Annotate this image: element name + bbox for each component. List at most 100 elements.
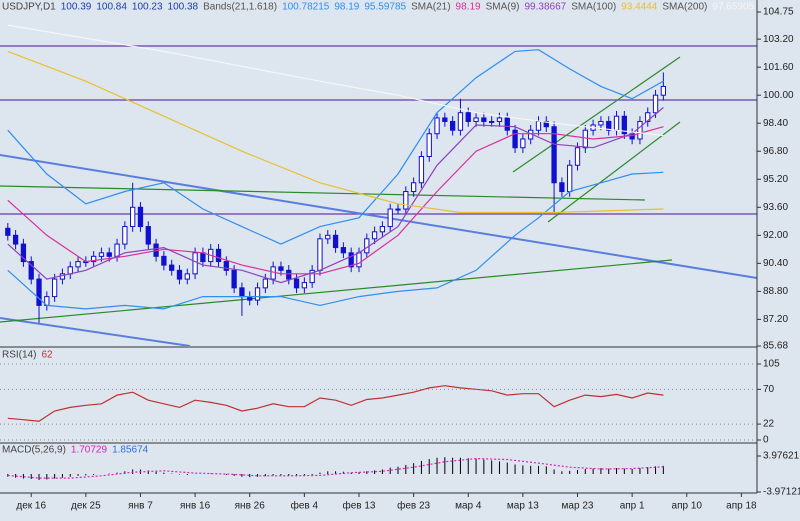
- panel-title: MACD(5,26,9): [2, 445, 66, 456]
- y-tick-label: 104.75: [763, 7, 794, 18]
- candle-body: [535, 120, 542, 131]
- candle-body: [176, 269, 183, 280]
- candle-body: [418, 155, 425, 184]
- indicator-line: [7, 171, 664, 310]
- x-tick-label: мар 4: [455, 501, 482, 512]
- y-tick-label: 98.40: [763, 118, 788, 129]
- candle-body: [114, 243, 120, 257]
- candle-body: [660, 85, 666, 96]
- candle-body: [348, 252, 354, 268]
- panel-title: RSI(14): [2, 350, 36, 361]
- candle-body: [442, 117, 448, 122]
- trend-line: [0, 259, 673, 323]
- candle-body: [559, 182, 565, 193]
- candle-body: [403, 191, 409, 210]
- candle-body: [489, 120, 495, 123]
- candle-body: [645, 112, 651, 122]
- y-tick-label: 96.80: [763, 146, 788, 157]
- price-readout: 100.84: [96, 2, 127, 13]
- panel-title: USDJPY,D1: [2, 2, 56, 13]
- trend-line: [0, 317, 191, 346]
- candle-body: [67, 266, 73, 275]
- candle-body: [457, 112, 464, 131]
- x-tick-label: апр 10: [672, 501, 703, 512]
- y-tick-label: 93.60: [763, 202, 788, 213]
- drawn-objects: [0, 45, 757, 346]
- candle-body: [340, 247, 347, 254]
- candle-body: [301, 282, 308, 289]
- candle-body: [278, 266, 284, 271]
- x-tick-label: мар 13: [507, 501, 539, 512]
- indicator-name: SMA(9): [486, 2, 520, 13]
- candle-body: [51, 278, 58, 298]
- indicator-name: SMA(100): [571, 2, 616, 13]
- candle-body: [309, 269, 315, 284]
- price-readout: 100.38: [168, 2, 199, 13]
- y-tick-label: 105: [763, 359, 780, 370]
- x-tick-label: янв 26: [235, 501, 266, 512]
- candle-body: [317, 238, 323, 271]
- candle-body: [161, 255, 167, 266]
- candle-body: [621, 115, 627, 135]
- candle-body: [520, 138, 526, 149]
- indicator-readout: 97.65905: [712, 2, 754, 13]
- y-tick-label: 0: [763, 435, 769, 446]
- candle-body: [434, 117, 440, 135]
- indicator-line: [7, 49, 664, 245]
- x-tick-label: фев 4: [291, 500, 319, 512]
- candle-body: [223, 261, 229, 271]
- x-tick-label: янв 16: [180, 501, 211, 512]
- candle-body: [200, 252, 206, 263]
- price-readout: 100.23: [132, 2, 163, 13]
- x-tick-label: фев 23: [397, 500, 430, 512]
- candle-body: [410, 182, 417, 193]
- indicator-readout: 1.70729: [71, 445, 108, 456]
- indicator-readout: 62: [41, 350, 53, 361]
- indicator-lines: [7, 24, 664, 310]
- y-tick-label: 3.97621: [763, 451, 800, 462]
- candle-body: [356, 252, 362, 268]
- rsi-line: [7, 385, 664, 422]
- y-tick-label: 103.20: [763, 34, 794, 45]
- indicator-name: Bands(21,1.618): [203, 2, 277, 13]
- candle-body: [606, 120, 612, 131]
- candle-body: [473, 117, 479, 122]
- channel-line: [547, 121, 681, 223]
- candle-body: [496, 117, 503, 122]
- price-readout: 100.39: [61, 2, 92, 13]
- signal-line: [7, 457, 664, 479]
- candle-body: [574, 147, 581, 166]
- candle-body: [169, 264, 175, 271]
- candle-body: [449, 120, 456, 131]
- candle-body: [364, 238, 370, 254]
- candle-body: [293, 278, 300, 289]
- panel: [7, 457, 664, 480]
- candle-body: [543, 120, 549, 128]
- candle-body: [106, 252, 112, 257]
- indicator-line: [7, 126, 664, 275]
- candle-body: [395, 208, 401, 211]
- candle-body: [504, 117, 510, 131]
- candle-body: [637, 120, 643, 140]
- candle-body: [239, 287, 245, 298]
- indicator-readout: 98.19: [334, 2, 359, 13]
- y-tick-label: 100.00: [763, 90, 794, 101]
- x-tick-label: апр 1: [620, 501, 645, 512]
- candle-body: [582, 129, 588, 149]
- candle-body: [75, 261, 81, 268]
- candle-body: [387, 208, 393, 228]
- x-tick-label: мар 23: [562, 501, 594, 512]
- candle-body: [5, 227, 11, 236]
- candle-body: [332, 234, 339, 249]
- x-tick-label: фев 13: [342, 500, 375, 512]
- y-tick-label: 88.80: [763, 286, 788, 297]
- candle-body: [12, 234, 19, 245]
- candle-body: [426, 133, 432, 157]
- y-tick-label: 90.40: [763, 258, 788, 269]
- candle-body: [262, 278, 268, 289]
- y-tick-label: 87.20: [763, 314, 788, 325]
- panel: [7, 385, 664, 422]
- trend-line: [0, 185, 646, 201]
